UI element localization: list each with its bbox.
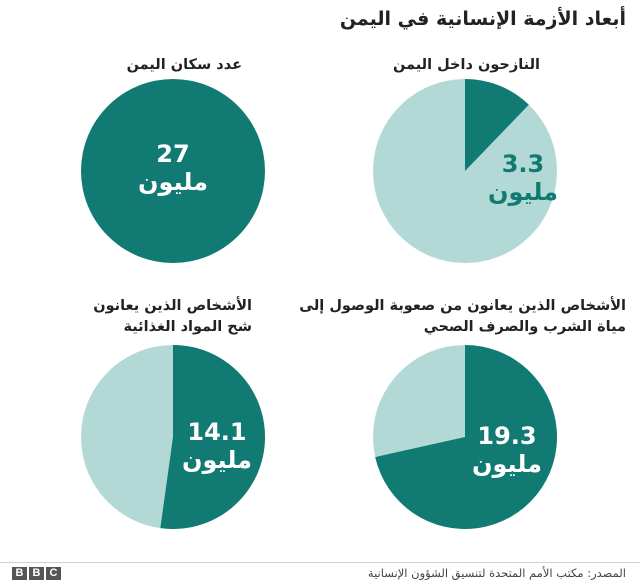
- pie-title-line: مياة الشرب والصرف الصحي: [423, 319, 626, 335]
- pie-title-food: الأشخاص الذين يعانون شح المواد الغذائية: [93, 296, 252, 338]
- pie-title-water: الأشخاص الذين يعانون من صعوبة الوصول إلى…: [299, 296, 626, 338]
- pie-chart-food: [81, 345, 266, 529]
- pie-label-unit: مليون: [488, 178, 558, 206]
- pie-chart-population: [81, 79, 265, 263]
- pie-label-displaced: 3.3 مليون: [468, 150, 578, 206]
- pie-title-displaced: النازحون داخل اليمن: [392, 57, 540, 73]
- pie-label-unit: مليون: [472, 450, 542, 478]
- pie-label-unit: مليون: [138, 168, 208, 196]
- pie-label-number: 14.1: [187, 418, 247, 446]
- pie-label-number: 19.3: [477, 422, 537, 450]
- pie-label-population: 27 مليون: [118, 140, 228, 196]
- pie-slice-value: [81, 79, 265, 263]
- pie-chart-displaced: [373, 79, 557, 263]
- pie-slice-value: [160, 345, 266, 529]
- pie-label-unit: مليون: [182, 446, 252, 474]
- source-note: المصدر: مكتب الأمم المتحدة لتنسيق الشؤون…: [367, 566, 626, 580]
- pie-label-water: 19.3 مليون: [452, 422, 562, 478]
- bbc-logo-letter: B: [12, 567, 27, 580]
- pie-chart-water: [373, 345, 558, 529]
- chart-title: أبعاد الأزمة الإنسانية في اليمن: [339, 8, 626, 30]
- footer-divider: [0, 562, 640, 563]
- bbc-logo-letter: B: [29, 567, 44, 580]
- bbc-logo: B B C: [12, 567, 61, 580]
- pie-title-line: الأشخاص الذين يعانون: [93, 298, 252, 314]
- pie-title-population: عدد سكان اليمن: [126, 57, 242, 73]
- pie-label-number: 27: [156, 140, 190, 168]
- bbc-logo-letter: C: [46, 567, 61, 580]
- pie-label-number: 3.3: [501, 150, 545, 178]
- pie-slice-value: [465, 79, 529, 171]
- pie-title-line: الأشخاص الذين يعانون من صعوبة الوصول إلى: [299, 298, 626, 314]
- pie-title-line: شح المواد الغذائية: [123, 319, 252, 335]
- pie-label-food: 14.1 مليون: [162, 418, 272, 474]
- pie-slice-value: [375, 345, 558, 529]
